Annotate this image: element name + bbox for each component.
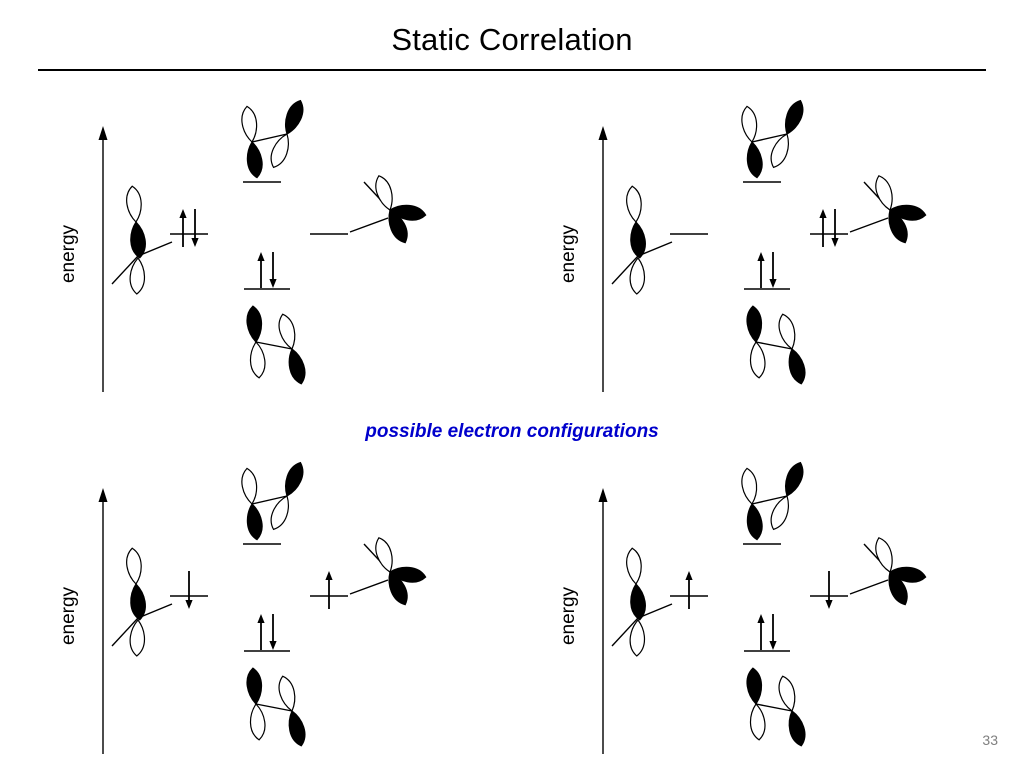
orbital-antibonding bbox=[739, 97, 808, 180]
orbital-fragment-right bbox=[849, 172, 928, 247]
orbital-bonding bbox=[245, 666, 309, 749]
electrons-bonding bbox=[257, 252, 277, 288]
electrons-bonding bbox=[757, 614, 777, 650]
orbital-antibonding bbox=[239, 459, 308, 542]
orbital-fragment-right bbox=[849, 534, 928, 609]
electron-arrow-head bbox=[757, 614, 765, 623]
electrons-bonding bbox=[257, 614, 277, 650]
slide-title: Static Correlation bbox=[391, 22, 633, 57]
energy-axis: energy bbox=[58, 126, 108, 392]
electrons-left bbox=[179, 209, 199, 247]
energy-axis-label: energy bbox=[58, 224, 79, 283]
electron-arrow-head bbox=[769, 641, 777, 650]
energy-axis: energy bbox=[558, 126, 608, 392]
orbital-fragment-left bbox=[111, 546, 173, 657]
electrons-right bbox=[825, 571, 833, 609]
electron-arrow-head bbox=[257, 252, 265, 261]
electron-arrow-head bbox=[325, 571, 333, 580]
energy-axis-label: energy bbox=[558, 224, 579, 283]
caption: possible electron configurations bbox=[365, 421, 659, 442]
electron-arrow-head bbox=[179, 209, 187, 218]
mo-diagram: energy bbox=[558, 97, 928, 392]
axis-arrowhead-icon bbox=[98, 126, 108, 140]
orbital-fragment-left bbox=[111, 184, 173, 295]
electrons-left bbox=[685, 571, 693, 609]
axis-arrowhead-icon bbox=[598, 488, 608, 502]
orbital-fragment-left bbox=[611, 184, 673, 295]
mo-diagram: energy bbox=[558, 459, 928, 754]
electron-arrow-head bbox=[269, 279, 277, 288]
electron-arrow-head bbox=[757, 252, 765, 261]
mo-diagram: energy bbox=[58, 459, 428, 754]
axis-arrowhead-icon bbox=[598, 126, 608, 140]
orbital-bonding bbox=[745, 666, 809, 749]
title-underline bbox=[38, 69, 986, 71]
page-number: 33 bbox=[982, 732, 998, 748]
electrons-right bbox=[325, 571, 333, 609]
electron-arrow-head bbox=[819, 209, 827, 218]
mo-diagram: energy bbox=[58, 97, 428, 392]
energy-axis-label: energy bbox=[558, 586, 579, 645]
electrons-bonding bbox=[757, 252, 777, 288]
axis-arrowhead-icon bbox=[98, 488, 108, 502]
electron-arrow-head bbox=[185, 600, 193, 609]
orbital-fragment-right bbox=[349, 172, 428, 247]
orbital-bonding bbox=[745, 304, 809, 387]
energy-axis: energy bbox=[558, 488, 608, 754]
mo-diagram-panel-bottom-right: energy bbox=[558, 444, 998, 764]
orbital-antibonding bbox=[739, 459, 808, 542]
mo-diagram-panel-top-right: energy bbox=[558, 82, 998, 402]
orbital-bonding bbox=[245, 304, 309, 387]
orbital-fragment-left bbox=[611, 546, 673, 657]
orbital-fragment-right bbox=[349, 534, 428, 609]
electron-arrow-head bbox=[685, 571, 693, 580]
mo-diagram-panel-bottom-left: energy bbox=[58, 444, 498, 764]
energy-axis: energy bbox=[58, 488, 108, 754]
electron-arrow-head bbox=[769, 279, 777, 288]
electron-arrow-head bbox=[825, 600, 833, 609]
orbital-antibonding bbox=[239, 97, 308, 180]
electrons-right bbox=[819, 209, 839, 247]
electron-arrow-head bbox=[269, 641, 277, 650]
electrons-left bbox=[185, 571, 193, 609]
electron-arrow-head bbox=[831, 238, 839, 247]
energy-axis-label: energy bbox=[58, 586, 79, 645]
electron-arrow-head bbox=[257, 614, 265, 623]
mo-diagram-panel-top-left: energy bbox=[58, 82, 498, 402]
electron-arrow-head bbox=[191, 238, 199, 247]
